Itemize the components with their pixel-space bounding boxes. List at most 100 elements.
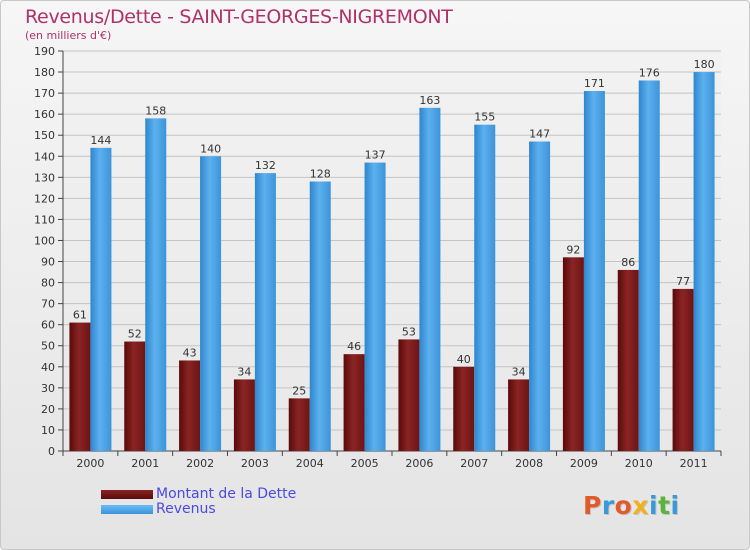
x-tick-label-2009: 2009 — [570, 457, 598, 470]
bar-debt-2008 — [508, 379, 530, 451]
logo-letter: P — [583, 491, 602, 520]
y-tick-label: 190 — [34, 45, 55, 58]
logo-letter: o — [614, 491, 633, 520]
bar-debt-2003 — [233, 379, 255, 451]
legend-label-revenue: Revenus — [156, 501, 216, 517]
logo-letter: i — [670, 491, 680, 520]
y-tick-label: 140 — [34, 150, 55, 163]
legend-label-debt: Montant de la Dette — [156, 486, 297, 502]
logo-letter: r — [601, 491, 615, 520]
bar-debt-2009 — [562, 257, 584, 451]
y-tick-label: 50 — [41, 340, 55, 353]
x-tick-label-2007: 2007 — [460, 457, 488, 470]
data-label-revenue-2007: 155 — [474, 111, 495, 124]
bar-revenue-2000 — [90, 147, 112, 451]
data-label-revenue-2008: 147 — [529, 128, 550, 141]
data-label-revenue-2002: 140 — [200, 142, 221, 155]
data-label-revenue-2010: 176 — [639, 66, 660, 79]
chart-subtitle: (en milliers d'€) — [25, 29, 112, 42]
data-label-revenue-2011: 180 — [694, 58, 715, 71]
y-tick-label: 20 — [41, 403, 55, 416]
data-label-revenue-2005: 137 — [365, 149, 386, 162]
y-tick-label: 160 — [34, 108, 55, 121]
x-tick-label-2006: 2006 — [405, 457, 433, 470]
logo-letter: t — [658, 491, 671, 520]
data-label-debt-2003: 34 — [237, 365, 251, 378]
data-label-revenue-2000: 144 — [90, 134, 111, 147]
bar-debt-2001 — [124, 341, 146, 451]
data-label-debt-2011: 77 — [676, 275, 690, 288]
bar-revenue-2007 — [474, 124, 496, 452]
bar-debt-2002 — [179, 360, 201, 451]
bars — [69, 72, 715, 452]
bar-revenue-2001 — [145, 118, 167, 452]
data-label-revenue-2006: 163 — [419, 94, 440, 107]
chart-title: Revenus/Dette - SAINT-GEORGES-NIGREMONT — [25, 6, 453, 28]
data-label-revenue-2003: 132 — [255, 159, 276, 172]
legend-swatch-revenue — [101, 505, 153, 514]
x-tick-label-2005: 2005 — [351, 457, 379, 470]
plot-area — [63, 51, 721, 451]
bar-debt-2000 — [69, 322, 91, 451]
proxiti-logo: Proxiti — [583, 491, 680, 520]
bar-debt-2011 — [672, 288, 694, 451]
y-tick-label: 130 — [34, 171, 55, 184]
y-tick-label: 180 — [34, 66, 55, 79]
data-label-revenue-2001: 158 — [145, 104, 166, 117]
y-tick-label: 10 — [41, 424, 55, 437]
data-label-debt-2002: 43 — [183, 346, 197, 359]
y-tick-label: 150 — [34, 129, 55, 142]
bar-revenue-2004 — [309, 181, 331, 452]
bar-revenue-2006 — [419, 107, 441, 451]
y-tick-label: 0 — [48, 445, 55, 458]
bar-debt-2007 — [453, 366, 475, 451]
bar-revenue-2011 — [693, 72, 715, 451]
bar-debt-2006 — [398, 339, 420, 451]
x-tick-label-2001: 2001 — [131, 457, 159, 470]
data-label-debt-2008: 34 — [512, 365, 526, 378]
y-tick-label: 90 — [41, 256, 55, 269]
bar-revenue-2002 — [200, 156, 222, 451]
y-tick-label: 70 — [41, 298, 55, 311]
y-tick-label: 60 — [41, 319, 55, 332]
legend-swatch-debt — [101, 490, 153, 499]
logo-letter: x — [632, 491, 649, 520]
y-tick-label: 110 — [34, 213, 55, 226]
data-label-debt-2004: 25 — [292, 384, 306, 397]
y-tick-label: 30 — [41, 382, 55, 395]
bar-revenue-2005 — [364, 162, 386, 451]
bar-debt-2005 — [343, 354, 365, 451]
bar-debt-2004 — [288, 398, 310, 451]
bar-revenue-2009 — [583, 91, 605, 451]
data-label-revenue-2004: 128 — [310, 168, 331, 181]
x-tick-label-2004: 2004 — [296, 457, 324, 470]
y-tick-label: 120 — [34, 192, 55, 205]
gridlines — [63, 50, 721, 452]
x-tick-label-2002: 2002 — [186, 457, 214, 470]
data-label-debt-2006: 53 — [402, 325, 416, 338]
x-tick-label-2010: 2010 — [625, 457, 653, 470]
y-tick-label: 40 — [41, 361, 55, 374]
logo-letter: i — [649, 491, 659, 520]
data-label-debt-2000: 61 — [73, 309, 87, 322]
x-tick-label-2011: 2011 — [680, 457, 708, 470]
data-label-debt-2007: 40 — [457, 353, 471, 366]
x-tick-label-2000: 2000 — [76, 457, 104, 470]
data-label-revenue-2009: 171 — [584, 77, 605, 90]
x-tick-label-2008: 2008 — [515, 457, 543, 470]
y-tick-label: 100 — [34, 234, 55, 247]
labels: 61 144 52 158 43 140 34 132 25 128 46 137 53 163 40 155… — [73, 58, 715, 397]
axes: 0 10 20 30 40 50 60 70 80 90 100 110 120 130 140 150 160… — [34, 45, 722, 470]
bar-revenue-2008 — [529, 141, 551, 452]
bar-revenue-2003 — [254, 173, 276, 451]
bar-revenue-2010 — [638, 80, 660, 451]
y-tick-label: 80 — [41, 277, 55, 290]
bar-debt-2010 — [617, 269, 639, 451]
data-label-debt-2009: 92 — [566, 243, 580, 256]
data-label-debt-2001: 52 — [128, 328, 142, 341]
data-label-debt-2005: 46 — [347, 340, 361, 353]
data-label-debt-2010: 86 — [621, 256, 635, 269]
x-tick-label-2003: 2003 — [241, 457, 269, 470]
